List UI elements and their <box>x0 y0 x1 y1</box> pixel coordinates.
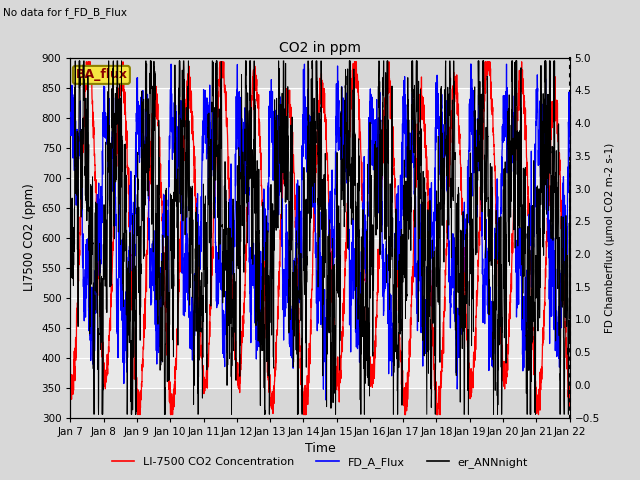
Text: No data for f_FD_B_Flux: No data for f_FD_B_Flux <box>3 7 127 18</box>
Y-axis label: LI7500 CO2 (ppm): LI7500 CO2 (ppm) <box>23 184 36 291</box>
Text: BA_flux: BA_flux <box>76 68 127 82</box>
X-axis label: Time: Time <box>305 442 335 455</box>
Bar <box>70 58 570 87</box>
Y-axis label: FD Chamberflux (μmol CO2 m-2 s-1): FD Chamberflux (μmol CO2 m-2 s-1) <box>605 143 615 333</box>
Title: CO2 in ppm: CO2 in ppm <box>279 41 361 55</box>
Bar <box>70 387 570 418</box>
Legend: LI-7500 CO2 Concentration, FD_A_Flux, er_ANNnight: LI-7500 CO2 Concentration, FD_A_Flux, er… <box>108 452 532 472</box>
